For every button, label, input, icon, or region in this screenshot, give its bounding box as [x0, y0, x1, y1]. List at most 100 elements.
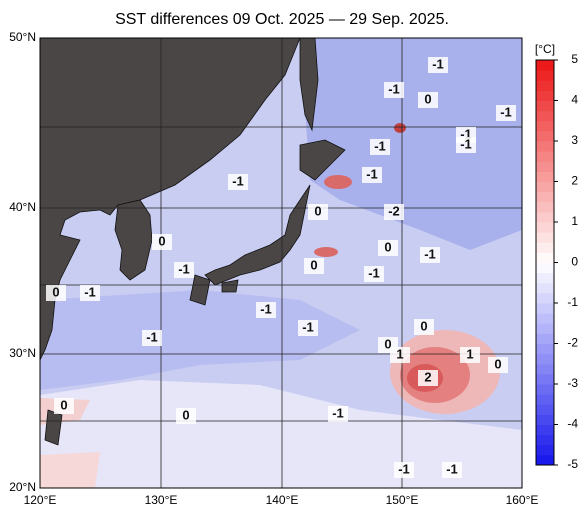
neutral-region: [40, 380, 522, 488]
colorbar-segment: [536, 282, 554, 294]
colorbar-segment: [536, 100, 554, 112]
colorbar-segment: [536, 343, 554, 355]
contour-label: 0: [384, 239, 391, 254]
colorbar-segment: [536, 384, 554, 395]
lat-label: 20°N: [9, 480, 36, 494]
contour-label-bg: [370, 139, 390, 155]
contour-label: 0: [310, 257, 317, 272]
contour-label: -1: [424, 246, 436, 261]
contour-label: 0: [182, 407, 189, 422]
contour-label: 0: [384, 336, 391, 351]
contour-label: 0: [424, 91, 431, 106]
contour-label-bg: [418, 92, 438, 108]
contour-label-bg: [328, 406, 348, 422]
lon-label: 160°E: [506, 493, 539, 507]
land: [39, 37, 301, 361]
colorbar-segment: [536, 292, 554, 304]
map-frame: [39, 37, 523, 489]
contour-label-bg: [384, 82, 404, 98]
warm-region: [314, 247, 338, 257]
colorbar-segment: [536, 303, 554, 314]
colorbar-segment: [536, 434, 554, 446]
contour-label: -1: [366, 166, 378, 181]
contour-label-bg: [496, 105, 516, 121]
contour-label-bg: [394, 462, 414, 478]
colorbar-segment: [536, 90, 554, 101]
colorbar-tick-label: -4: [567, 417, 578, 431]
colorbar-tick-label: -1: [567, 295, 578, 309]
colorbar-segment: [536, 191, 554, 203]
contour-label: -1: [302, 319, 314, 334]
colorbar-segment: [536, 363, 554, 375]
contour-label: 0: [52, 284, 59, 299]
colorbar-segment: [536, 151, 554, 162]
contour-label: 0: [314, 203, 321, 218]
contour-label: -1: [388, 81, 400, 96]
colorbar-segment: [536, 414, 554, 425]
colorbar-tick-label: 3: [571, 133, 578, 147]
colorbar-segment: [536, 424, 554, 436]
contour-label-bg: [420, 247, 440, 263]
colorbar-segment: [536, 373, 554, 385]
colorbar-segment: [536, 222, 554, 233]
lon-label: 130°E: [145, 493, 178, 507]
contour-label: 2: [424, 369, 431, 384]
contour-label-bg: [298, 320, 318, 336]
colorbar-segment: [536, 242, 554, 253]
lon-label: 140°E: [266, 493, 299, 507]
contour-label: 0: [420, 318, 427, 333]
contour-label-bg: [304, 258, 324, 274]
contour-label-bg: [390, 347, 410, 363]
colorbar-segment: [536, 323, 554, 334]
contour-label: -1: [368, 265, 380, 280]
colorbar-segment: [536, 444, 554, 456]
colorbar-tick-label: -3: [567, 376, 578, 390]
contour-label: -2: [388, 203, 400, 218]
contour-label-bg: [418, 370, 438, 386]
colorbar-segment: [536, 454, 554, 466]
lon-label: 120°E: [24, 493, 57, 507]
contour-label: -1: [460, 126, 472, 141]
colorbar-segment: [536, 353, 554, 365]
contour-label: 1: [466, 346, 473, 361]
contour-label-bg: [414, 319, 434, 335]
colorbar-segment: [536, 272, 554, 284]
contour-label: 0: [60, 397, 67, 412]
colorbar-segment: [536, 171, 554, 182]
lat-label: 40°N: [9, 200, 36, 214]
colorbar-tick-label: -5: [567, 457, 578, 471]
contour-label-bg: [80, 285, 100, 301]
colorbar-segment: [536, 130, 554, 142]
contour-label-bg: [46, 285, 66, 301]
contour-label: 0: [494, 356, 501, 371]
contour-label: -1: [84, 284, 96, 299]
colorbar-segment: [536, 80, 554, 91]
lat-label: 50°N: [9, 30, 36, 44]
contour-label-bg: [488, 357, 508, 373]
contour-label-bg: [442, 462, 462, 478]
contour-label: -1: [460, 136, 472, 151]
contour-label-bg: [460, 347, 480, 363]
contour-label-bg: [152, 234, 172, 250]
contour-label-bg: [384, 204, 404, 220]
land: [204, 184, 311, 286]
contour-label: 1: [396, 346, 403, 361]
colorbar-segment: [536, 181, 554, 193]
colorbar-segment: [536, 161, 554, 172]
colorbar-segment: [536, 60, 554, 71]
contour-label-bg: [364, 266, 384, 282]
lat-label: 30°N: [9, 346, 36, 360]
colorbar-segment: [536, 232, 554, 243]
contour-label-bg: [378, 240, 398, 256]
colorbar-tick-label: 1: [571, 214, 578, 228]
colorbar-segment: [536, 110, 554, 122]
contour-label: -1: [432, 56, 444, 71]
colorbar-segment: [536, 404, 554, 415]
land: [114, 199, 153, 281]
lon-label: 150°E: [386, 493, 419, 507]
contour-label: -1: [374, 138, 386, 153]
contour-label-bg: [54, 398, 74, 414]
colorbar-segment: [536, 333, 554, 344]
contour-label-bg: [176, 408, 196, 424]
